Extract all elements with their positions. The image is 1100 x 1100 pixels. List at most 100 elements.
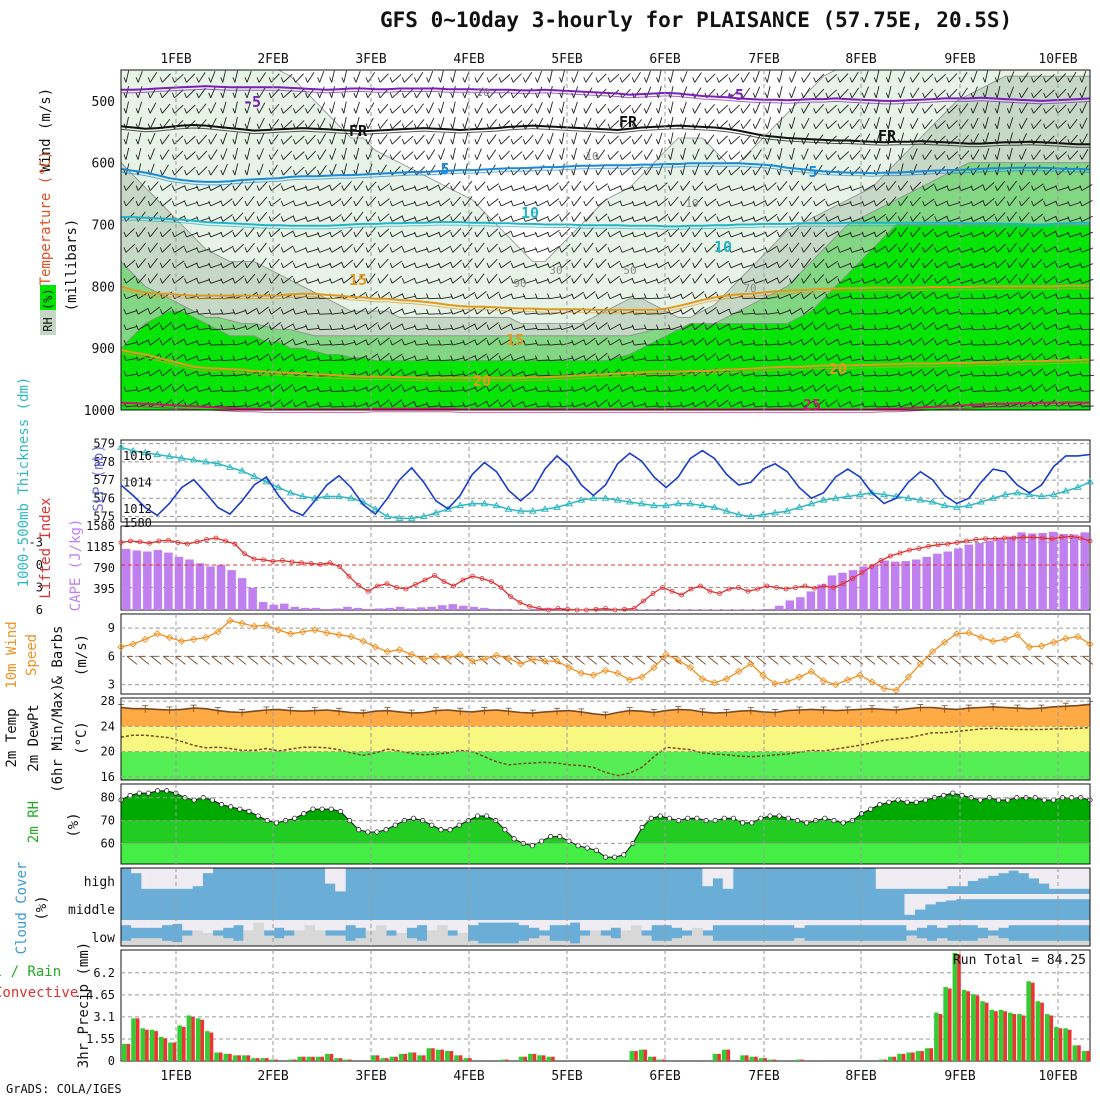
wind-barb (900, 242, 909, 253)
rh-fill-60-70 (121, 820, 1090, 844)
contour-label: 5 (440, 160, 449, 178)
wind-barb (621, 277, 634, 284)
wind-barb-flag (922, 216, 926, 222)
wind-barb-flag (910, 370, 913, 377)
wind-barb-flag (789, 185, 792, 191)
wind-barb (585, 148, 591, 160)
wind-barb (718, 230, 730, 238)
rh-point (666, 815, 673, 821)
rh-contour-label: 10 (476, 86, 489, 99)
wind-barb-flag (147, 92, 151, 98)
wind-barb (694, 212, 703, 222)
wind-barb-flag (655, 216, 659, 222)
wind-barb-flag (958, 108, 962, 114)
wind-barb (936, 89, 946, 99)
wind-barb-flag (232, 139, 236, 145)
cloud-clear-segment (447, 920, 458, 931)
wind-barb-flag (1006, 370, 1010, 377)
wind-barb (246, 339, 258, 346)
precip-total-bar (149, 1029, 155, 1061)
wind-barb (791, 258, 800, 269)
precip-total-bar (260, 1058, 266, 1061)
wind-barb-flag (486, 293, 490, 299)
wind-barb-flag (547, 278, 550, 284)
low-cloud-gap (1008, 940, 1019, 946)
wind-barb-flag (159, 231, 163, 238)
wind-barb-flag (341, 355, 345, 361)
precip-convective-bar (652, 1056, 657, 1061)
wind-barb-flag (486, 139, 490, 145)
surface-wind-barb (247, 656, 259, 665)
rh-point (639, 824, 645, 830)
wind-barb-flag (849, 154, 853, 160)
wind-barb-flag (643, 278, 647, 284)
wind-barb-flag (994, 324, 998, 330)
wind-speed-point (347, 632, 355, 641)
wind-barb-flag (256, 339, 260, 346)
wind-barb-flag (426, 324, 429, 330)
thickness-point (710, 503, 719, 510)
lifted-index-point (318, 561, 323, 567)
slp-tick-label: 1012 (123, 502, 152, 516)
wind-barb-flag (244, 324, 248, 330)
surface-wind-barb (780, 656, 791, 665)
wind-barb (815, 243, 825, 253)
rh-point (785, 815, 791, 821)
wind-barb-flag (825, 401, 829, 408)
wind-barb-flag (159, 200, 163, 207)
wind-barb-flag (619, 185, 623, 191)
wind-barb-flag (1043, 216, 1047, 222)
wind-barb (996, 116, 1001, 129)
lifted-index-point (118, 540, 124, 545)
surface-wind-barb (683, 656, 694, 665)
wind-barb-flag (498, 92, 502, 98)
wind-barb-flag (607, 108, 611, 114)
wind-barb (948, 217, 961, 222)
cloud-clear-segment (396, 920, 407, 933)
wind-barb (379, 368, 390, 377)
precip-total-bar (915, 1051, 921, 1061)
wind-barb (524, 134, 534, 145)
wind-barb-flag (789, 262, 792, 268)
precip-convective-bar (643, 1049, 648, 1061)
wind-barb (440, 296, 453, 300)
wind-barb (428, 263, 440, 269)
wind-barb-flag (897, 401, 901, 408)
wind-barb-flag (341, 231, 345, 238)
wind-barb-flag (389, 309, 393, 315)
wind-barb (549, 182, 559, 191)
lifted-index-point (460, 577, 466, 583)
wind-barb (730, 325, 743, 331)
wind-barb (1008, 147, 1013, 160)
wind-barb (767, 261, 778, 269)
wind-barb (561, 212, 571, 222)
precip-convective-bar (265, 1058, 269, 1061)
precip-convective-bar (200, 1019, 205, 1061)
wind-barb (198, 166, 208, 176)
wind-barb (1057, 386, 1069, 392)
cloud-clear-segment (335, 868, 346, 892)
wind-barb (500, 215, 512, 222)
wind-barb-flag (994, 278, 998, 284)
wind-barb (464, 101, 469, 114)
wind-barb (646, 216, 658, 222)
wind-barb (416, 186, 428, 191)
thickness-point (226, 463, 234, 470)
surface-wind-barb (138, 656, 150, 665)
wind-barb-flag (837, 293, 841, 299)
wind-barb (888, 389, 901, 392)
surface-wind-barb (332, 656, 343, 665)
lifted-index-point (831, 585, 836, 590)
wind-barb-flag (704, 293, 708, 299)
wind-speed-point (1037, 642, 1046, 650)
cape-bar (322, 608, 331, 610)
cape-bar (1080, 532, 1089, 610)
wind-barb-flag (825, 108, 829, 114)
wind-barb (512, 400, 524, 408)
wind-barb (863, 278, 876, 284)
wind-barb (839, 232, 852, 238)
x-tick-label-top: 5FEB (551, 52, 582, 67)
wind-barb-flag (353, 355, 357, 361)
precip-tick-label: 0 (108, 1054, 115, 1068)
wind-barb-flag (764, 339, 768, 346)
